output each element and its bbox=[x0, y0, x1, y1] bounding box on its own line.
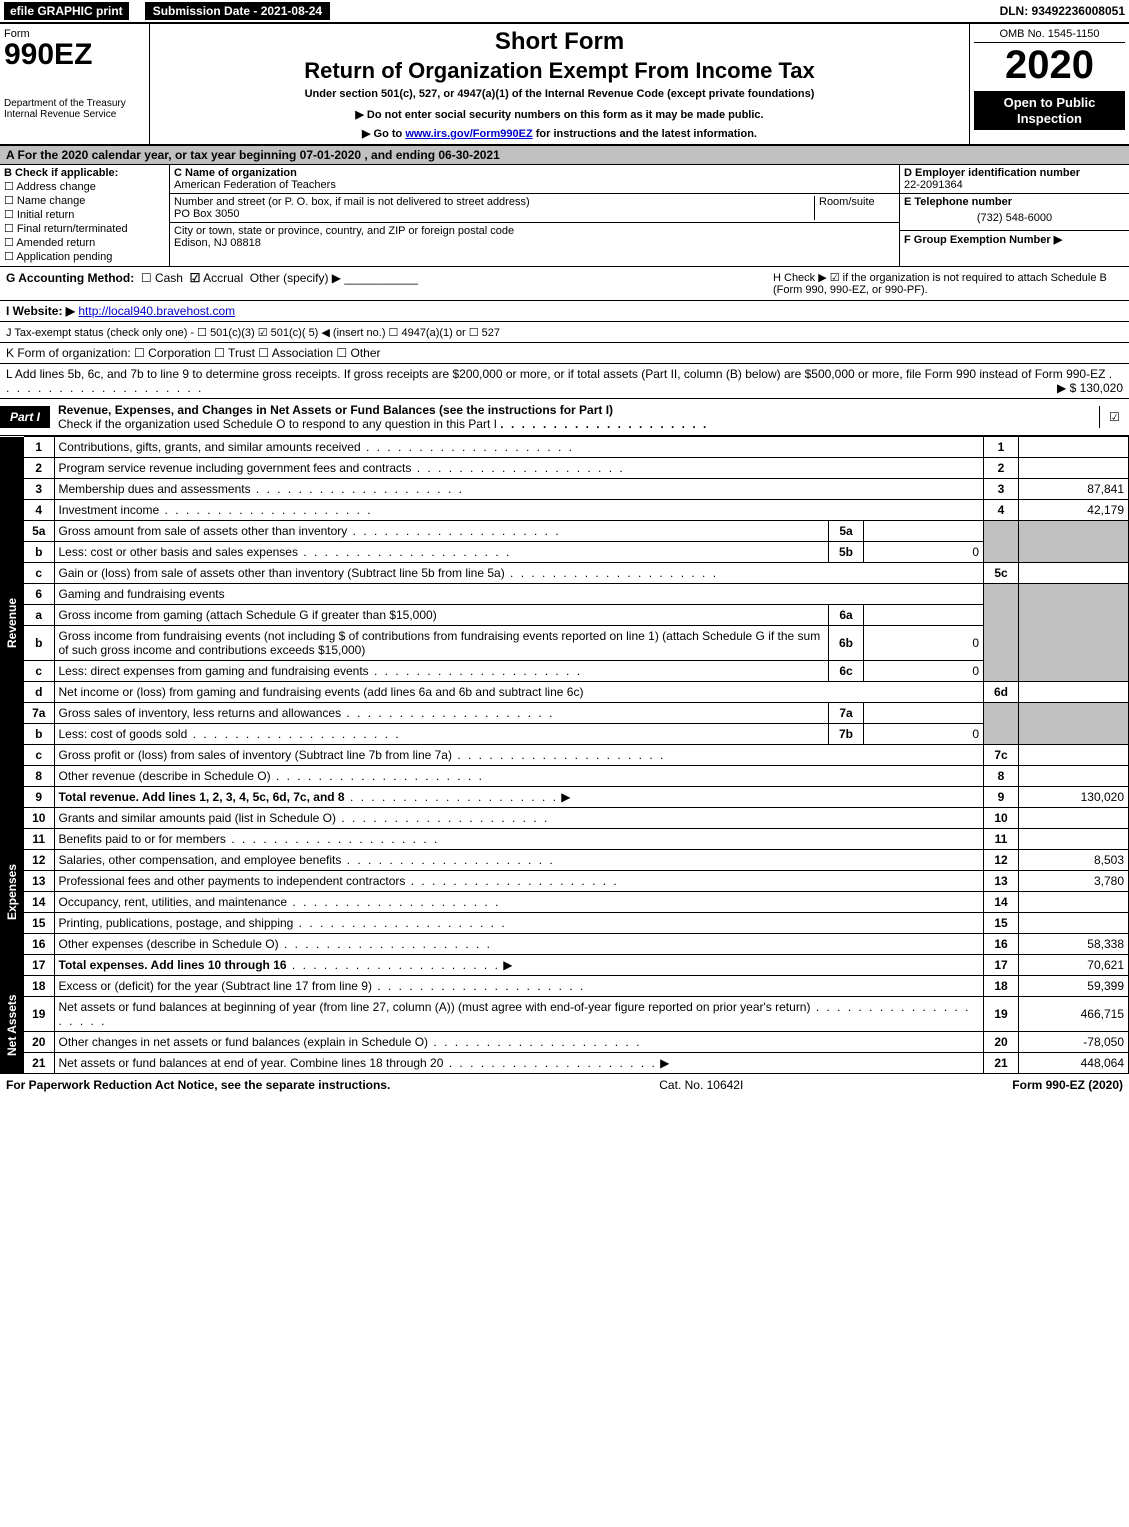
box-i: I Website: ▶ http://local940.bravehost.c… bbox=[0, 301, 1129, 322]
under-section: Under section 501(c), 527, or 4947(a)(1)… bbox=[158, 88, 961, 100]
box-c: C Name of organization American Federati… bbox=[170, 165, 899, 266]
org-name-block: C Name of organization American Federati… bbox=[170, 165, 899, 194]
ein-value: 22-2091364 bbox=[904, 179, 1125, 191]
tax-year: 2020 bbox=[974, 43, 1125, 87]
box-h-text2: (Form 990, 990-EZ, or 990-PF). bbox=[773, 284, 1123, 296]
phone-value: (732) 548-6000 bbox=[904, 208, 1125, 228]
box-b-title: B Check if applicable: bbox=[4, 167, 165, 179]
check-name-change[interactable]: ☐ Name change bbox=[4, 194, 165, 207]
org-name: American Federation of Teachers bbox=[174, 179, 895, 191]
do-not-enter: ▶ Do not enter social security numbers o… bbox=[158, 108, 961, 121]
city-block: City or town, state or province, country… bbox=[170, 223, 899, 251]
open-to-public: Open to Public Inspection bbox=[974, 91, 1125, 130]
return-title: Return of Organization Exempt From Incom… bbox=[158, 58, 961, 84]
city-value: Edison, NJ 08818 bbox=[174, 237, 895, 249]
box-j-text: J Tax-exempt status (check only one) - ☐… bbox=[6, 327, 500, 339]
header-left: Form 990EZ Department of the Treasury In… bbox=[0, 24, 150, 144]
part-1-check[interactable]: ☑ bbox=[1099, 406, 1129, 428]
box-h-text1: H Check ▶ ☑ if the organization is not r… bbox=[773, 271, 1123, 284]
side-revenue: Revenue bbox=[0, 437, 24, 808]
box-d-label: D Employer identification number bbox=[904, 167, 1125, 179]
check-address-change[interactable]: ☐ Address change bbox=[4, 180, 165, 193]
box-c-label: C Name of organization bbox=[174, 167, 895, 179]
page-footer: For Paperwork Reduction Act Notice, see … bbox=[0, 1074, 1129, 1096]
header-center: Short Form Return of Organization Exempt… bbox=[150, 24, 969, 144]
department: Department of the Treasury bbox=[4, 98, 145, 109]
irs-label: Internal Revenue Service bbox=[4, 109, 145, 120]
box-f-label: F Group Exemption Number ▶ bbox=[904, 234, 1062, 246]
box-j: J Tax-exempt status (check only one) - ☐… bbox=[0, 322, 1129, 343]
efile-badge: efile GRAPHIC print bbox=[4, 2, 129, 20]
form-header: Form 990EZ Department of the Treasury In… bbox=[0, 24, 1129, 146]
footer-left: For Paperwork Reduction Act Notice, see … bbox=[6, 1078, 390, 1092]
g-accrual: Accrual bbox=[203, 271, 243, 285]
box-e: E Telephone number (732) 548-6000 bbox=[900, 194, 1129, 231]
submission-date: Submission Date - 2021-08-24 bbox=[145, 2, 330, 20]
street-block: Number and street (or P. O. box, if mail… bbox=[170, 194, 899, 223]
omb-number: OMB No. 1545-1150 bbox=[974, 28, 1125, 43]
g-cash: Cash bbox=[155, 271, 183, 285]
side-netassets: Net Assets bbox=[0, 976, 24, 1074]
goto-prefix: ▶ Go to bbox=[362, 128, 405, 140]
short-form-title: Short Form bbox=[158, 28, 961, 56]
goto-suffix: for instructions and the latest informat… bbox=[536, 128, 757, 140]
box-i-label: I Website: ▶ bbox=[6, 304, 75, 318]
footer-cat: Cat. No. 10642I bbox=[390, 1078, 1012, 1092]
city-label: City or town, state or province, country… bbox=[174, 225, 895, 237]
side-expenses: Expenses bbox=[0, 808, 24, 976]
section-bcdef: B Check if applicable: ☐ Address change … bbox=[0, 165, 1129, 267]
website-link[interactable]: http://local940.bravehost.com bbox=[78, 304, 235, 318]
check-final-return[interactable]: ☐ Final return/terminated bbox=[4, 222, 165, 235]
box-g-label: G Accounting Method: bbox=[6, 271, 134, 285]
box-k: K Form of organization: ☐ Corporation ☐ … bbox=[0, 343, 1129, 364]
part-1-subtitle: Check if the organization used Schedule … bbox=[58, 417, 497, 431]
row-a-taxyear: A For the 2020 calendar year, or tax yea… bbox=[0, 146, 1129, 165]
lines-table: Revenue 1 Contributions, gifts, grants, … bbox=[0, 436, 1129, 1074]
box-g: G Accounting Method: ☐ Cash ☑ Accrual Ot… bbox=[6, 271, 773, 296]
box-d: D Employer identification number 22-2091… bbox=[900, 165, 1129, 194]
street-label: Number and street (or P. O. box, if mail… bbox=[174, 196, 810, 208]
header-right: OMB No. 1545-1150 2020 Open to Public In… bbox=[969, 24, 1129, 144]
check-application-pending[interactable]: ☐ Application pending bbox=[4, 250, 165, 263]
section-gh: G Accounting Method: ☐ Cash ☑ Accrual Ot… bbox=[0, 267, 1129, 301]
footer-right: Form 990-EZ (2020) bbox=[1012, 1078, 1123, 1092]
g-other: Other (specify) ▶ bbox=[250, 271, 341, 285]
box-def: D Employer identification number 22-2091… bbox=[899, 165, 1129, 266]
box-l-text: L Add lines 5b, 6c, and 7b to line 9 to … bbox=[6, 367, 1105, 381]
part-1-header: Part I Revenue, Expenses, and Changes in… bbox=[0, 399, 1129, 436]
box-f: F Group Exemption Number ▶ bbox=[900, 231, 1129, 248]
room-suite-label: Room/suite bbox=[815, 196, 895, 220]
form-number: 990EZ bbox=[4, 40, 145, 70]
street-value: PO Box 3050 bbox=[174, 208, 810, 220]
part-1-label: Part I bbox=[0, 406, 50, 428]
part-1-title: Revenue, Expenses, and Changes in Net As… bbox=[58, 399, 1099, 435]
box-e-label: E Telephone number bbox=[904, 196, 1125, 208]
check-amended-return[interactable]: ☐ Amended return bbox=[4, 236, 165, 249]
top-bar: efile GRAPHIC print Submission Date - 20… bbox=[0, 0, 1129, 24]
dln-number: DLN: 93492236008051 bbox=[1000, 4, 1125, 18]
box-l-amount: ▶ $ 130,020 bbox=[1057, 381, 1123, 395]
goto-link[interactable]: www.irs.gov/Form990EZ bbox=[405, 128, 532, 140]
check-initial-return[interactable]: ☐ Initial return bbox=[4, 208, 165, 221]
box-h: H Check ▶ ☑ if the organization is not r… bbox=[773, 271, 1123, 296]
box-l: L Add lines 5b, 6c, and 7b to line 9 to … bbox=[0, 364, 1129, 399]
goto-instructions: ▶ Go to www.irs.gov/Form990EZ for instru… bbox=[158, 127, 961, 140]
box-b: B Check if applicable: ☐ Address change … bbox=[0, 165, 170, 266]
